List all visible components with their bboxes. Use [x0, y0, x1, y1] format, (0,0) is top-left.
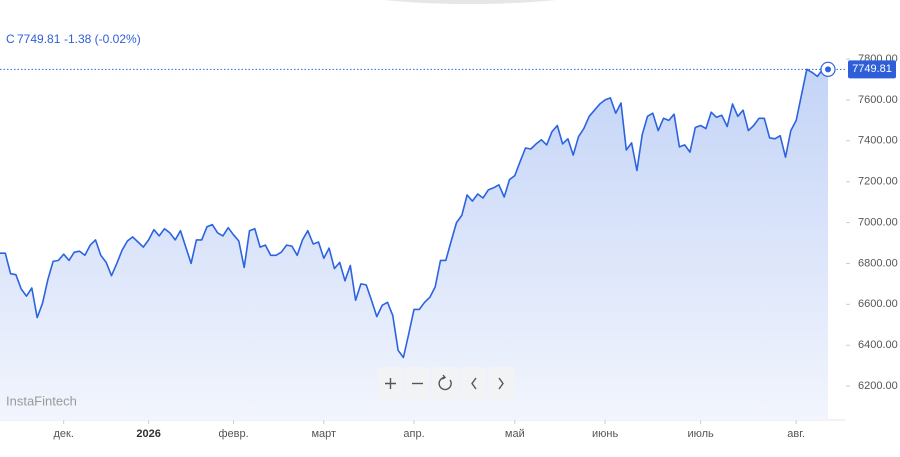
symbol: C: [6, 32, 15, 46]
y-tick-label: 7600.00: [858, 94, 898, 106]
price-line: [0, 68, 828, 359]
scroll-right[interactable]: [488, 367, 515, 400]
y-tick-label: 6400.00: [858, 339, 898, 351]
price-tag: [848, 60, 896, 79]
x-tick-label: февр.: [218, 428, 248, 440]
y-tick-label: 7200.00: [858, 176, 898, 188]
reset[interactable]: [432, 367, 459, 400]
x-tick-label: июль: [687, 428, 714, 440]
x-tick-label: май: [505, 428, 525, 440]
y-tick-label: 7000.00: [858, 216, 898, 228]
y-tick-label: 7400.00: [858, 135, 898, 147]
y-tick-label: 6800.00: [858, 257, 898, 269]
last-point: [825, 66, 831, 73]
header-change: -1.38 (-0.02%): [64, 32, 141, 46]
watermark: InstaFintech: [6, 393, 77, 408]
x-tick-label: дек.: [53, 428, 73, 440]
plot-area: 6200.00 6400.00 6600.00 6800.00 7000.00 7200.…: [0, 53, 898, 440]
x-tick-label: 2026: [136, 428, 160, 440]
x-tick-label: июнь: [592, 428, 618, 440]
y-tick-label: 6200.00: [858, 380, 898, 392]
x-tick-label: авг.: [787, 428, 805, 440]
area: [0, 69, 828, 421]
zoom-in[interactable]: [378, 367, 403, 400]
y-tick-label: 6600.00: [858, 298, 898, 310]
x-tick-label: март: [311, 428, 336, 440]
header-price: 7749.81: [17, 32, 61, 46]
x-tick-label: апр.: [403, 428, 424, 440]
top-shape: [383, 0, 557, 4]
scroll-left[interactable]: [461, 367, 486, 400]
price-tag-label: 7749.81: [852, 63, 892, 75]
y-tick-label: 7800.00: [858, 53, 898, 65]
zoom-out[interactable]: [405, 367, 430, 400]
